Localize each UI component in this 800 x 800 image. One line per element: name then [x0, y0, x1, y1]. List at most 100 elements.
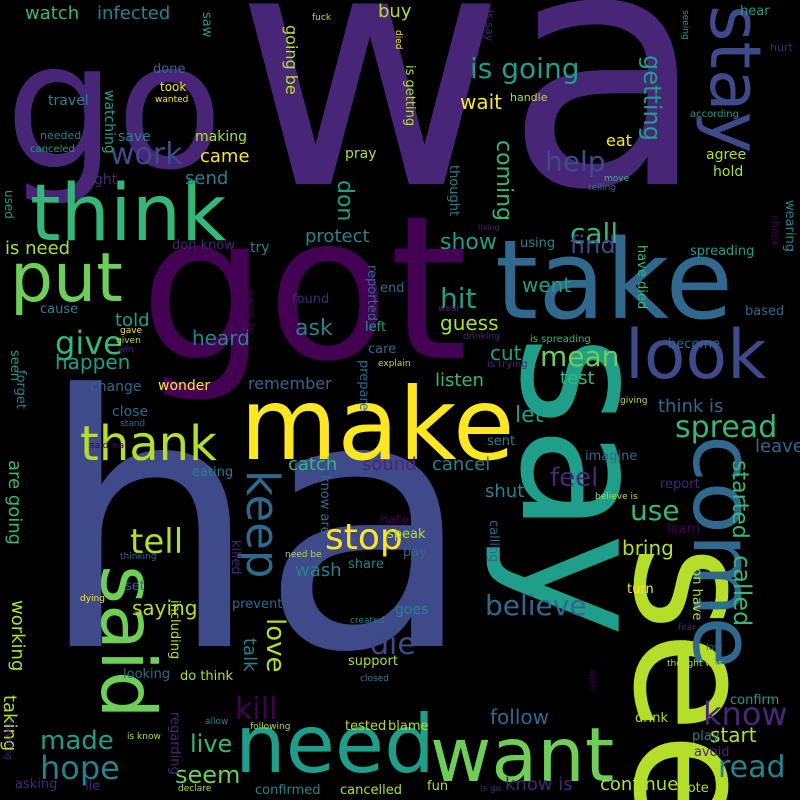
- word-took: took: [160, 80, 187, 94]
- word-protect: protect: [305, 226, 370, 247]
- word-given: given: [116, 336, 141, 346]
- word-giving: giving: [620, 396, 648, 406]
- word-said-wa: said wa: [90, 441, 125, 451]
- word-bring: bring: [622, 536, 674, 560]
- word-mean: mean: [540, 340, 620, 373]
- word-used: used: [2, 190, 16, 219]
- word-spreading: spreading: [690, 244, 755, 259]
- word-share: share: [348, 557, 385, 572]
- word-eat: eat: [606, 131, 632, 150]
- word-lead: lead: [710, 601, 730, 611]
- word-play: play: [692, 729, 720, 744]
- word-seeing: seeing: [680, 10, 690, 40]
- word-is-say: is say: [483, 10, 496, 42]
- word-asking: asking: [15, 777, 58, 792]
- word-cancelled: cancelled: [340, 783, 402, 798]
- word-buy: buy: [378, 1, 412, 22]
- word-wonder: wonder: [158, 378, 211, 394]
- word-catch: catch: [288, 454, 338, 475]
- word-confirmed: confirmed: [255, 783, 321, 798]
- word-start: start: [710, 723, 757, 747]
- word-say: say: [481, 335, 684, 637]
- word-do-think: do think: [180, 669, 234, 684]
- word-cause: cause: [40, 302, 79, 317]
- word-feel: feel: [550, 463, 599, 493]
- word-don-have: don have: [689, 560, 704, 621]
- word-sound: sound: [362, 454, 417, 475]
- word-blame: blame: [388, 719, 429, 734]
- word-hold: hold: [713, 164, 744, 180]
- word-canceled: canceled: [30, 144, 75, 155]
- word-told: told: [115, 310, 150, 331]
- word-stop: stop: [325, 517, 403, 558]
- word-stand: stand: [120, 419, 146, 429]
- word-regarding: regarding: [167, 712, 182, 775]
- word-allow: allow: [205, 717, 229, 727]
- word-end: end: [380, 281, 405, 296]
- word-following: following: [250, 722, 291, 732]
- word-died: died: [393, 30, 403, 50]
- word-know-is: know is: [505, 774, 573, 795]
- word-come: come: [673, 435, 772, 669]
- word-watching: watching: [101, 90, 117, 154]
- word-is-trying: is trying: [487, 359, 528, 370]
- word-follow: follow: [490, 705, 549, 729]
- word-fight: fight: [85, 172, 118, 188]
- word-closed: closed: [360, 674, 389, 684]
- word-wait: wait: [460, 90, 503, 114]
- word-listen: listen: [435, 370, 484, 391]
- word-learn: learn: [667, 522, 700, 537]
- word-taking: taking: [0, 695, 20, 752]
- word-traveling: traveling: [3, 720, 13, 761]
- word-found: found: [292, 292, 330, 307]
- word-are-going: are going: [4, 460, 25, 546]
- word-continue: continue: [600, 774, 679, 795]
- word-become: become: [668, 337, 721, 352]
- word-wish: wish: [587, 670, 597, 691]
- word-think: think: [30, 169, 227, 259]
- word-stay: stay: [694, 5, 776, 154]
- word-prevent: prevent: [232, 597, 283, 612]
- word-getting: getting: [638, 55, 666, 141]
- word-confirm: confirm: [730, 693, 780, 708]
- word-created: created: [350, 616, 385, 626]
- word-including: including: [167, 600, 182, 660]
- word-send: send: [185, 168, 229, 189]
- word-know: know: [703, 695, 788, 733]
- word-is-know: is know: [127, 732, 161, 742]
- word-keep: keep: [236, 470, 289, 579]
- word-put: put: [10, 239, 123, 318]
- word-need: need: [235, 698, 435, 791]
- word-done: done: [153, 62, 186, 77]
- word-saw: saw: [199, 12, 214, 38]
- word-started: started: [727, 460, 752, 539]
- word-got: got: [140, 173, 468, 406]
- word-dying: dying: [80, 594, 105, 604]
- word-declare: declare: [178, 784, 212, 794]
- word-needed: needed: [40, 129, 82, 142]
- word-says-is: says is: [242, 290, 257, 334]
- word-want: want: [430, 711, 615, 799]
- word-reported: reported: [364, 265, 379, 321]
- word-agree: agree: [706, 147, 747, 163]
- word-saying: saying: [132, 596, 198, 620]
- word-using: using: [520, 236, 556, 251]
- word-read: read: [718, 750, 786, 785]
- word-based: based: [745, 304, 785, 319]
- word-use: use: [630, 494, 680, 527]
- word-let: let: [515, 403, 544, 428]
- word-go: go: [5, 6, 224, 209]
- word-lie: lie: [85, 779, 101, 794]
- word-turn: turn: [627, 582, 654, 597]
- word-lost: lost: [706, 643, 723, 653]
- word-prepare: prepare: [356, 360, 371, 411]
- word-watch: watch: [25, 3, 80, 24]
- word-kill: kill: [235, 692, 278, 727]
- word-drink: drink: [635, 711, 668, 726]
- word-making: making: [195, 129, 247, 145]
- word-hit: hit: [440, 282, 477, 315]
- word-is-go: is go: [480, 784, 502, 794]
- word-went: went: [522, 273, 572, 297]
- word-happen: happen: [55, 350, 131, 374]
